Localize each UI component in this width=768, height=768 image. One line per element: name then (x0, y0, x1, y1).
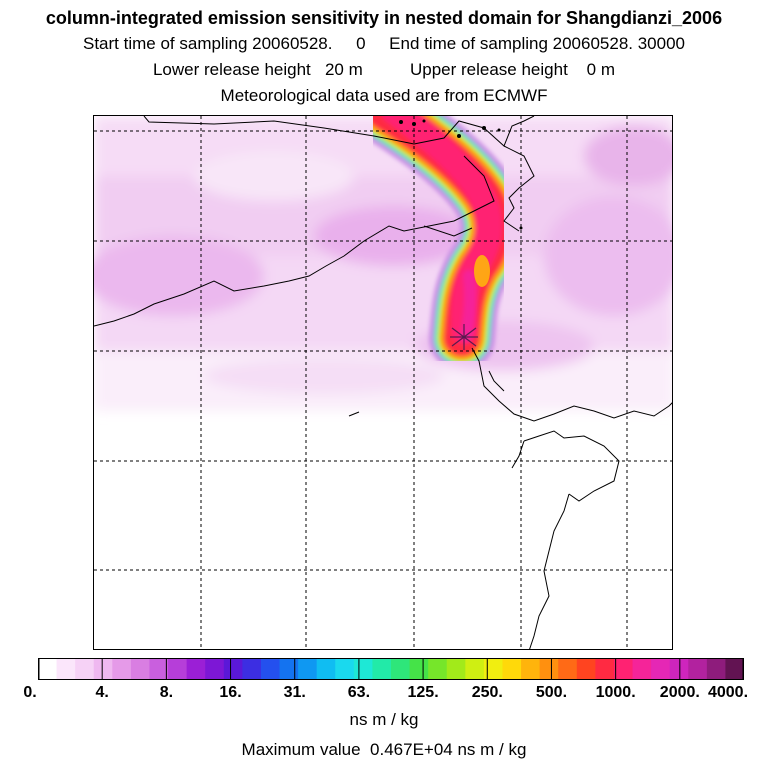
color-swatch (391, 658, 411, 680)
color-swatch (539, 658, 559, 680)
color-swatch (483, 658, 504, 680)
color-swatch (316, 658, 336, 680)
color-swatch (168, 658, 188, 680)
color-swatch (56, 658, 76, 680)
color-swatch (613, 658, 634, 680)
color-scale-border (38, 658, 744, 680)
color-swatch (651, 658, 671, 680)
color-swatch (38, 658, 58, 680)
color-swatch (149, 658, 169, 680)
color-swatch (558, 658, 578, 680)
color-swatch (335, 658, 355, 680)
sensitivity-map (93, 115, 673, 650)
color-swatch (93, 658, 113, 680)
color-swatch (632, 658, 652, 680)
color-swatch (465, 658, 485, 680)
color-scale-tick-label: 4. (95, 684, 109, 701)
color-swatch (706, 658, 727, 680)
color-swatch (353, 658, 374, 680)
color-swatch (502, 658, 522, 680)
color-swatch (223, 658, 243, 680)
lat-lon-grid (94, 116, 672, 649)
color-swatch (112, 658, 132, 680)
coastline-borders (94, 116, 672, 649)
color-scale-tick-label: 31. (283, 684, 306, 701)
color-swatch (688, 658, 708, 680)
color-scale-tick-label: 8. (159, 684, 174, 701)
color-scale-tick-label: 1000. (595, 684, 636, 701)
color-scale-tick-label: 0. (23, 684, 37, 701)
color-scale-tick-label: 2000. (659, 684, 700, 701)
map-title: column-integrated emission sensitivity i… (45, 8, 723, 28)
color-swatch (428, 658, 448, 680)
color-swatch (260, 658, 281, 680)
color-swatch (130, 658, 151, 680)
met-data-line: Meteorological data used are from ECMWF (220, 86, 548, 105)
color-swatch (446, 658, 466, 680)
map-canvas (94, 116, 672, 649)
color-swatch (279, 658, 299, 680)
color-swatch (298, 658, 318, 680)
color-swatch (669, 658, 689, 680)
color-swatch (242, 658, 262, 680)
emission-plume (351, 116, 526, 371)
release-height-line: Lower release height 20 m Upper release … (152, 60, 616, 79)
color-swatch (595, 658, 615, 680)
color-scale-tick-label: 63. (347, 684, 371, 701)
color-scale-tick-label: 500. (535, 684, 568, 701)
color-swatch (75, 658, 95, 680)
color-scale-tick-label: 250. (471, 684, 503, 701)
release-site-marker (450, 324, 478, 350)
color-swatch (725, 658, 744, 680)
color-swatch (186, 658, 206, 680)
color-scale-unit: ns m / kg (349, 710, 419, 729)
color-swatch (521, 658, 541, 680)
coastal-points (399, 119, 523, 230)
maximum-value-label: Maximum value 0.467E+04 ns m / kg (241, 740, 527, 759)
color-scale-bar (38, 658, 744, 680)
color-swatch (576, 658, 596, 680)
color-swatch (372, 658, 392, 680)
color-scale-tick-label: 16. (219, 684, 242, 701)
low-sensitivity-field (94, 116, 672, 411)
plume-core-high (474, 255, 490, 287)
color-scale-tick-label: 4000. (707, 684, 749, 701)
color-swatch (409, 658, 429, 680)
color-scale-tick-label: 125. (407, 684, 439, 701)
sampling-time-line: Start time of sampling 20060528. 0 End t… (83, 34, 685, 53)
color-swatch (205, 658, 225, 680)
